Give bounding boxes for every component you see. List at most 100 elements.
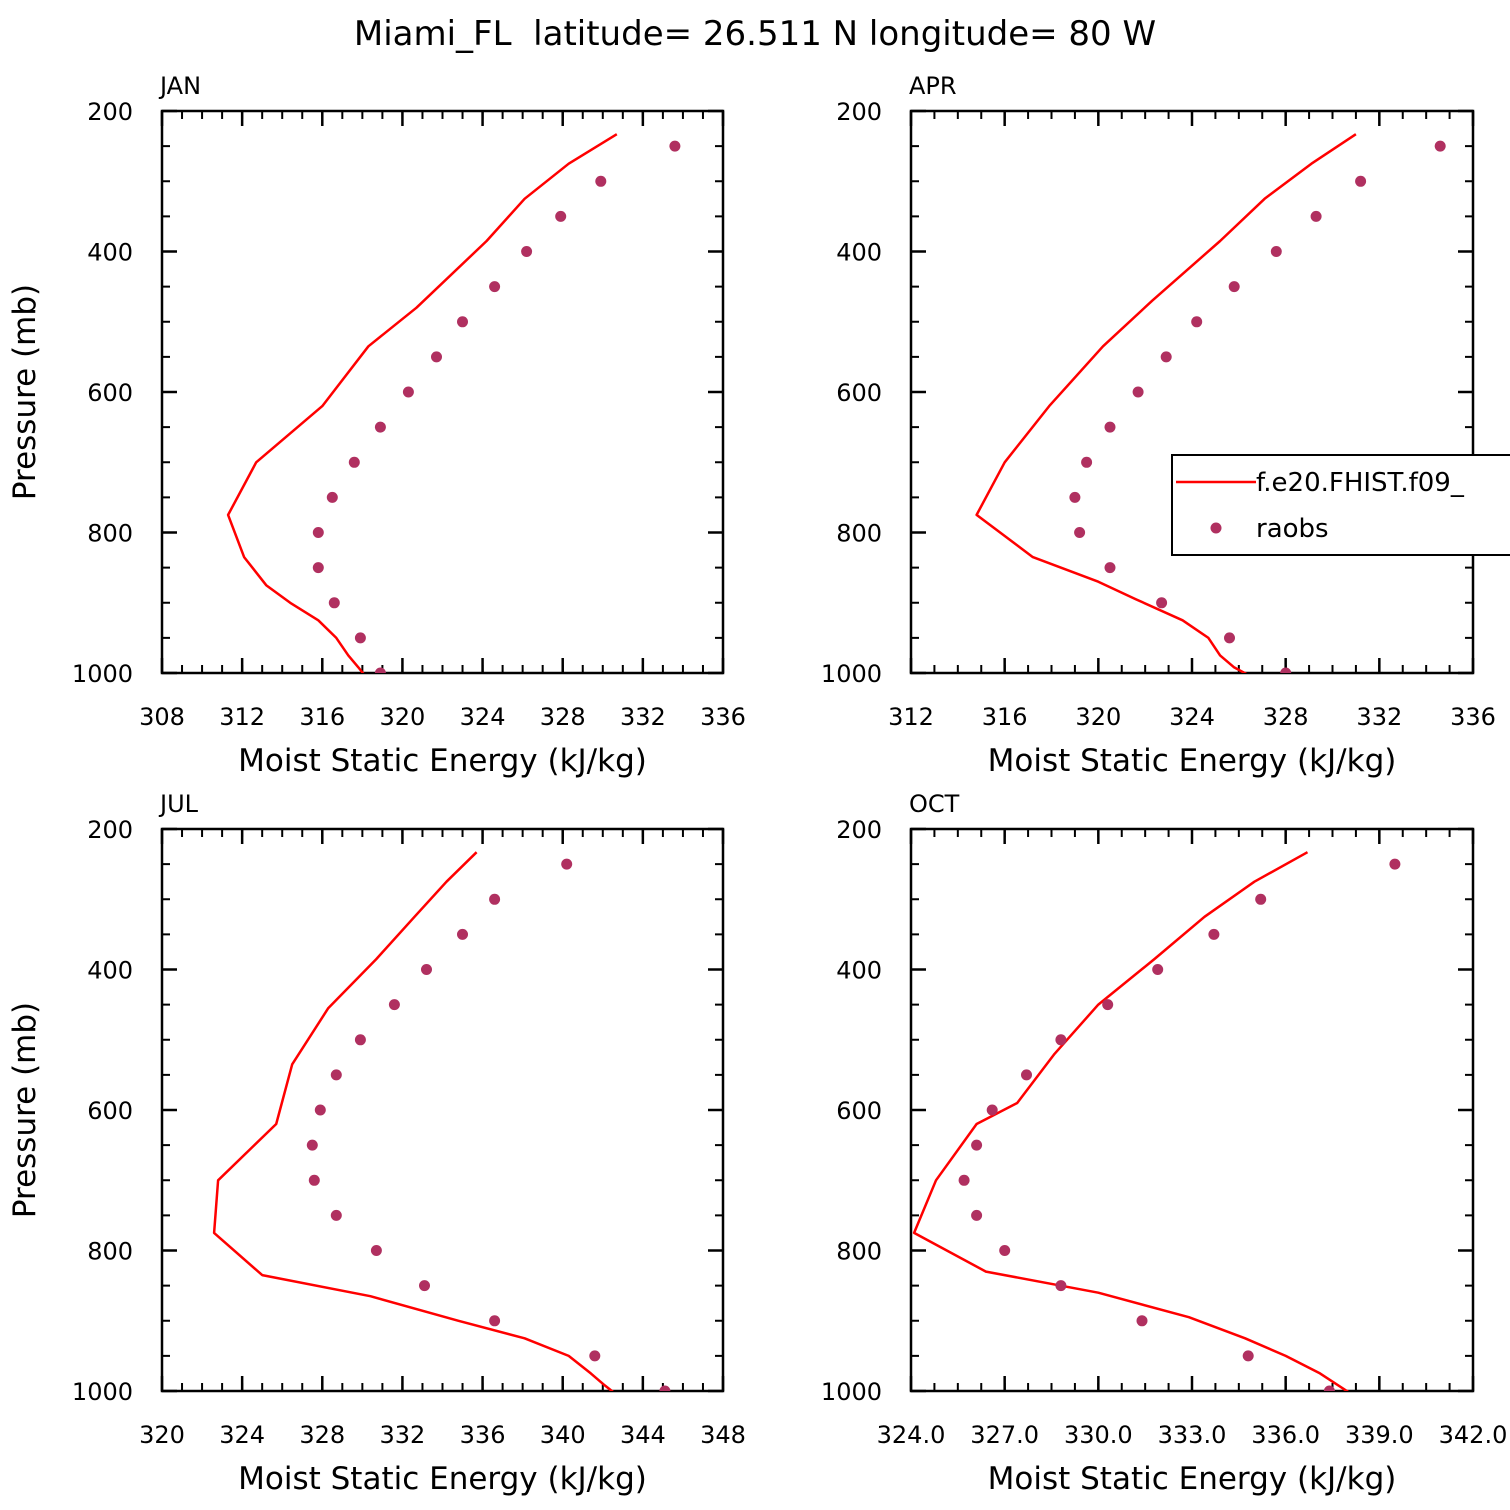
raobs-point — [999, 1245, 1011, 1256]
x-tick-label: 339.0 — [1345, 1421, 1414, 1449]
x-axis-label: Moist Static Energy (kJ/kg) — [238, 1461, 647, 1497]
raobs-point — [1208, 928, 1220, 940]
raobs-point — [1021, 1069, 1032, 1081]
legend-marker-swatch — [1210, 522, 1222, 534]
y-tick-label: 800 — [87, 520, 133, 548]
raobs-point — [1104, 562, 1116, 574]
plot-area — [912, 851, 1401, 1391]
raobs-point — [308, 1174, 320, 1186]
x-tick-label: 333.0 — [1158, 1421, 1227, 1449]
x-tick-label: 324 — [1169, 703, 1215, 731]
raobs-point — [1152, 964, 1164, 975]
panel-title: JAN — [158, 72, 201, 100]
x-tick-label: 327.0 — [970, 1421, 1039, 1449]
y-tick-label: 1000 — [72, 1378, 133, 1406]
raobs-point — [1074, 527, 1086, 538]
raobs-point — [1069, 491, 1081, 503]
x-tick-label: 312 — [219, 703, 265, 731]
y-tick-label: 400 — [87, 957, 133, 985]
x-tick-label: 324 — [219, 1421, 265, 1449]
y-tick-label: 800 — [87, 1238, 133, 1266]
y-tick-label: 600 — [87, 1097, 133, 1125]
raobs-point — [1280, 667, 1292, 673]
panel-jan: JAN 308 312 316 320 324 328 332 336 200 400 600 800 1… — [7, 72, 746, 779]
raobs-point — [370, 1245, 382, 1256]
raobs-point — [555, 210, 567, 222]
raobs-point — [659, 1385, 671, 1391]
y-tick-label: 400 — [836, 957, 882, 985]
raobs-point — [419, 1280, 430, 1292]
y-tick-label: 1000 — [821, 1378, 882, 1406]
figure-title: Miami_FL latitude= 26.511 N longitude= 8… — [354, 14, 1156, 54]
y-tick-label: 200 — [836, 816, 882, 844]
y-tick-label: 1000 — [72, 660, 133, 688]
x-tick-label: 336.0 — [1251, 1421, 1320, 1449]
raobs-point — [1255, 893, 1267, 905]
legend-box — [1171, 454, 1510, 556]
raobs-point — [402, 386, 414, 398]
x-tick-label: 320 — [380, 703, 426, 731]
model-profile-line — [975, 133, 1357, 673]
x-tick-label: 328 — [299, 1421, 345, 1449]
x-tick-label: 312 — [888, 703, 934, 731]
x-tick-label: 328 — [540, 703, 586, 731]
y-tick-label: 1000 — [821, 660, 882, 688]
x-tick-label: 324.0 — [877, 1421, 946, 1449]
raobs-point — [374, 421, 386, 433]
raobs-point — [1355, 175, 1367, 187]
raobs-point — [312, 527, 324, 538]
raobs-point — [1081, 456, 1093, 468]
raobs-point — [669, 140, 681, 152]
raobs-point — [1102, 999, 1114, 1011]
raobs-point — [328, 597, 340, 609]
raobs-point — [457, 316, 468, 328]
y-tick-label: 200 — [87, 98, 133, 126]
plot-area — [975, 133, 1446, 673]
raobs-point — [1156, 597, 1168, 609]
raobs-point — [489, 1315, 501, 1327]
raobs-point — [1323, 1385, 1335, 1391]
legend-label-model: f.e20.FHIST.f09_ — [1256, 468, 1465, 498]
raobs-point — [354, 632, 366, 644]
y-tick-label: 200 — [87, 816, 133, 844]
x-tick-label: 336 — [1450, 703, 1496, 731]
x-tick-label: 324 — [460, 703, 506, 731]
model-profile-line — [226, 133, 618, 673]
x-axis-label: Moist Static Energy (kJ/kg) — [238, 743, 647, 779]
x-tick-label: 348 — [700, 1421, 746, 1449]
raobs-point — [457, 928, 468, 940]
raobs-point — [431, 351, 442, 363]
y-axis-label: Pressure (mb) — [7, 284, 43, 500]
raobs-point — [306, 1139, 318, 1151]
panel-oct: OCT 324.0 327.0 330.0 333.0 336.0 339.0 342.0 20… — [821, 790, 1507, 1497]
raobs-point — [1104, 421, 1116, 433]
panel-title: APR — [909, 72, 957, 100]
raobs-point — [589, 1350, 601, 1362]
raobs-point — [1242, 1350, 1254, 1362]
raobs-point — [354, 1034, 366, 1046]
raobs-point — [348, 456, 360, 468]
raobs-point — [1055, 1280, 1067, 1292]
plot-frame — [909, 827, 1475, 1393]
raobs-point — [374, 667, 386, 673]
raobs-point — [1389, 858, 1401, 870]
x-tick-label: 342.0 — [1439, 1421, 1508, 1449]
raobs-point — [1191, 316, 1203, 328]
y-axis-label: Pressure (mb) — [7, 1002, 43, 1218]
raobs-point — [1228, 281, 1240, 293]
x-tick-label: 332 — [1356, 703, 1402, 731]
raobs-point — [421, 964, 432, 975]
panel-apr: APR 312 316 320 324 328 332 336 200 400 600 800 1000… — [821, 72, 1496, 779]
y-tick-label: 200 — [836, 98, 882, 126]
y-tick-label: 800 — [836, 1238, 882, 1266]
raobs-point — [330, 1209, 342, 1221]
raobs-point — [312, 562, 324, 574]
raobs-point — [1160, 351, 1172, 363]
x-tick-label: 320 — [139, 1421, 185, 1449]
raobs-point — [489, 893, 501, 905]
model-profile-line — [212, 851, 614, 1391]
panel-title: OCT — [909, 790, 960, 818]
x-tick-label: 316 — [299, 703, 345, 731]
legend: f.e20.FHIST.f09_raobs — [1171, 454, 1510, 556]
